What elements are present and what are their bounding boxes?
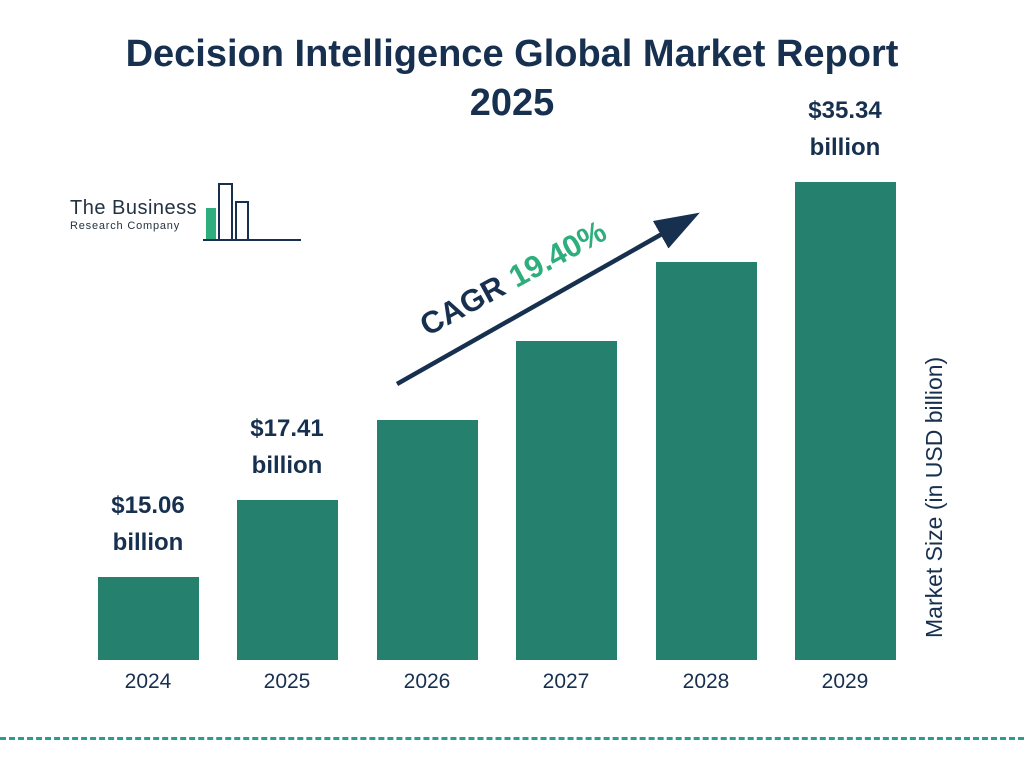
company-logo-text: The Business Research Company xyxy=(70,197,197,232)
bar-chart-logo-icon xyxy=(203,178,303,251)
x-axis-label-2025: 2025 xyxy=(263,670,311,693)
bar-column-2025: $17.41 billion 2025 xyxy=(217,410,357,693)
bar-2026 xyxy=(376,420,478,660)
x-axis-label-2029: 2029 xyxy=(821,670,869,693)
page-title-line1: Decision Intelligence Global Market Repo… xyxy=(125,33,899,75)
company-logo: The Business Research Company xyxy=(70,178,303,251)
bar-column-2028: 2028 xyxy=(636,262,776,693)
page-title: Decision Intelligence Global Market Repo… xyxy=(0,30,1024,129)
bar-column-2024: $15.06 billion 2024 xyxy=(78,487,218,693)
x-axis-label-2027: 2027 xyxy=(542,670,590,693)
bar-column-2027: 2027 xyxy=(496,341,636,693)
bar-chart-plot-area: $15.06 billion 2024 $17.41 billion 2025 2026 20… xyxy=(78,92,915,693)
bar-2029 xyxy=(794,182,896,660)
bar-value-label-2025: $17.41 billion xyxy=(250,414,324,479)
bar-2028 xyxy=(655,262,757,660)
bar-value-label-2024: $15.06 billion xyxy=(111,491,185,556)
bar-value-label-2029: $35.34 billion xyxy=(808,96,882,161)
bar-2025 xyxy=(236,500,338,660)
x-axis-label-2024: 2024 xyxy=(124,670,172,693)
y-axis-title: Market Size (in USD billion) xyxy=(921,356,947,638)
company-logo-name: The Business xyxy=(70,197,198,219)
bottom-dashed-divider xyxy=(0,737,1024,740)
bar-2024 xyxy=(97,577,199,660)
bar-column-2029: $35.34 billion 2029 xyxy=(775,92,915,693)
bar-2027 xyxy=(515,341,617,660)
company-logo-subname: Research Company xyxy=(70,220,181,232)
page-title-line2: 2025 xyxy=(469,82,555,125)
x-axis-label-2028: 2028 xyxy=(682,670,730,693)
x-axis-label-2026: 2026 xyxy=(403,670,451,693)
bar-column-2026: 2026 xyxy=(357,420,497,693)
